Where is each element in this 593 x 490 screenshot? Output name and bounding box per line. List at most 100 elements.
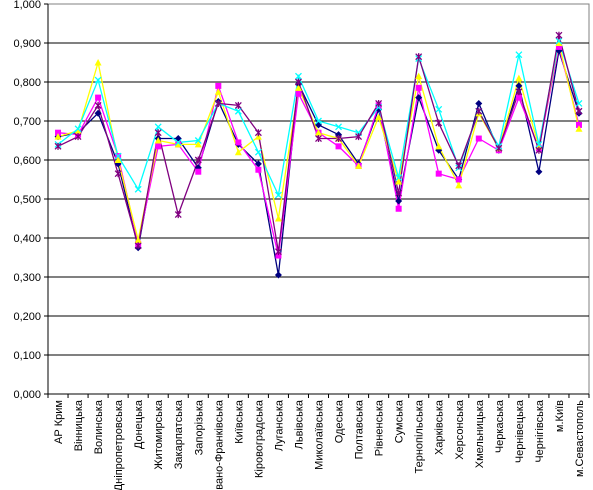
- series-2-point: [295, 90, 302, 97]
- series-3-point: [294, 84, 302, 91]
- x-tick-label: Херсонська: [454, 399, 466, 460]
- series-3-point: [555, 39, 563, 46]
- y-axis: 0,000 0,100 0,200 0,300 0,400 0,500 0,600 0,700…: [13, 0, 589, 401]
- series-5-point: [194, 156, 202, 164]
- x-tick-label: Кіровоградська: [253, 399, 265, 478]
- series-2-point: [195, 168, 202, 175]
- x-tick-label: Дніпропетровська: [113, 399, 125, 490]
- series-5-point: [274, 248, 282, 256]
- series-4-point: [515, 51, 523, 59]
- series-5-point: [114, 170, 122, 178]
- series-4-point: [114, 152, 122, 160]
- x-tick-label: Рівненська: [374, 399, 386, 456]
- series-3-point: [114, 156, 122, 163]
- series-5-point: [515, 88, 523, 96]
- series-1-point: [94, 109, 102, 117]
- series-5-point: [94, 101, 102, 109]
- series-2-point: [415, 84, 422, 91]
- x-tick-label: Львівська: [293, 399, 305, 449]
- series-3-point: [455, 181, 463, 189]
- series-5-point: [455, 162, 463, 170]
- series-5-point: [475, 107, 483, 115]
- series-3-point: [375, 113, 383, 121]
- series-5-point: [54, 142, 62, 150]
- series-3-point: [254, 133, 262, 140]
- series-5-point: [395, 189, 403, 197]
- series-2-point: [395, 205, 402, 212]
- series-3-point: [154, 137, 162, 144]
- x-tick-label: АР Крим: [53, 400, 65, 444]
- series-3-point: [214, 88, 222, 95]
- series-4-point: [174, 138, 182, 146]
- series-3-point: [395, 177, 403, 185]
- series-2-point: [235, 139, 242, 146]
- x-tick-label: Полтавська: [354, 399, 366, 459]
- x-tick-label: Житомирська: [153, 399, 165, 469]
- series-4-point: [134, 185, 142, 193]
- x-tick-label: Івано-Франківська: [213, 399, 225, 490]
- series-3-point: [234, 148, 242, 156]
- series-3-point: [315, 129, 322, 136]
- series-4-point: [94, 76, 102, 84]
- series-3-point: [74, 127, 82, 134]
- series-4-point: [254, 148, 262, 156]
- series-2-point: [555, 43, 562, 50]
- y-tick-label: 0,600: [13, 155, 41, 167]
- series-3-point: [274, 215, 282, 222]
- y-tick-label: 0,100: [13, 350, 41, 362]
- series-1-point: [254, 160, 262, 168]
- series-4-point: [395, 174, 403, 182]
- x-tick-label: Донецька: [133, 399, 145, 449]
- series-5-point: [315, 135, 322, 143]
- series-1-point: [515, 82, 523, 90]
- series-3-point: [134, 236, 142, 243]
- series-5-point: [355, 133, 363, 141]
- x-tick-label: Луганська: [273, 399, 285, 451]
- series-3-point: [435, 142, 443, 150]
- series-5-point: [555, 31, 563, 39]
- series-2-point: [275, 252, 282, 259]
- series-5-point: [575, 107, 583, 115]
- series-1-point: [535, 168, 543, 176]
- series-5-point: [495, 144, 503, 152]
- series-3-point: [94, 59, 102, 66]
- series-2-point: [55, 129, 62, 136]
- series-5-point: [375, 99, 383, 107]
- series-4-point: [535, 140, 543, 148]
- x-tick-label: Одеська: [334, 399, 346, 443]
- series-2-point: [255, 166, 262, 173]
- series-1-point: [415, 94, 423, 102]
- series-3-point: [515, 74, 523, 82]
- series-4-point: [315, 117, 322, 125]
- series-5-point: [335, 135, 342, 143]
- series-3-point: [174, 140, 182, 148]
- series-2-point: [95, 94, 102, 101]
- series-3-point: [194, 140, 202, 148]
- series-5-point: [234, 101, 242, 109]
- x-tick-label: Вінницька: [73, 399, 85, 451]
- series-1-point: [475, 99, 483, 107]
- series-2-point: [455, 176, 462, 183]
- series-5-point: [134, 242, 142, 250]
- series-4-point: [74, 125, 82, 133]
- series-4-point: [295, 72, 302, 80]
- x-tick-label: м.Київ: [554, 400, 566, 432]
- series-5-point: [254, 129, 262, 137]
- y-tick-label: 0,500: [13, 194, 41, 206]
- series-1-point: [395, 197, 403, 205]
- y-tick-label: 0,900: [13, 38, 41, 50]
- y-tick-label: 1,000: [13, 0, 41, 11]
- series-3-point: [54, 133, 62, 140]
- series-5-point: [74, 133, 82, 141]
- x-tick-label: Запорізька: [193, 399, 205, 455]
- series-4-point: [234, 107, 242, 115]
- series-4-point: [335, 123, 342, 131]
- series-4-point: [435, 105, 443, 113]
- series-group: [54, 31, 583, 279]
- series-3-point: [575, 125, 583, 132]
- x-tick-label: Чернігівська: [534, 399, 546, 463]
- series-4-point: [154, 123, 162, 131]
- x-tick-label: Волинська: [93, 399, 105, 454]
- gridlines: [48, 42, 589, 356]
